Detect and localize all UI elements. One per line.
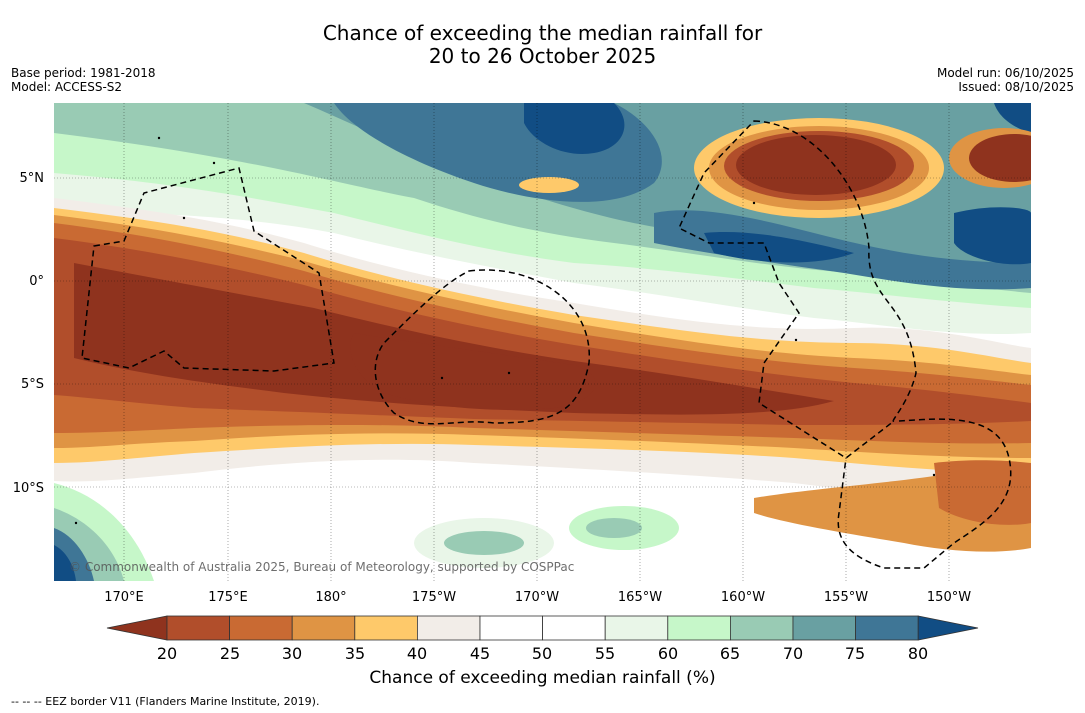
island-speck [182,216,186,220]
colorbar-tick-75: 75 [844,644,866,663]
island-speck [440,376,444,380]
colorbar-arrow-high [917,615,979,641]
lat-label-10s: 10°S [12,481,44,496]
island-speck [507,371,511,375]
colorbar-tick-20: 20 [156,644,178,663]
lon-label-175w: 175°W [411,590,457,605]
colorbar-segment-25-30 [229,615,293,641]
island-speck [932,473,936,477]
colorbar-segment-35-40 [354,615,418,641]
contour-sw-navy [54,545,76,581]
colorbar-tick-80: 80 [907,644,929,663]
colorbar-tick-30: 30 [281,644,303,663]
contour-se-copper [934,460,1031,525]
map-copyright: © Commonwealth of Australia 2025, Bureau… [69,560,574,574]
lat-label-5n: 5°N [19,171,45,186]
contour-north-navy-1 [524,103,625,154]
colorbar-tick-55: 55 [594,644,616,663]
contour-north-navy-4 [994,103,1031,133]
contour-band-brown-core [350,333,596,410]
model-run: Model run: 06/10/2025 [936,66,1074,80]
meta-right: Model run: 06/10/2025 Issued: 08/10/2025 [937,66,1074,94]
colorbar-tick-70: 70 [782,644,804,663]
graticule [54,103,1031,581]
title-line-2: 20 to 26 October 2025 [428,44,657,68]
contour-band-brown [74,263,834,415]
contour-south-teal-2 [444,531,524,555]
eez-borders [81,120,1012,569]
colorbar-segment-65-70 [730,615,794,641]
base-period: Base period: 1981-2018 [11,66,156,80]
colorbar-segment-45-50 [479,615,543,641]
contour-east-edge-brown [969,134,1031,182]
colorbar-tick-40: 40 [406,644,428,663]
lat-label-0: 0° [29,274,44,289]
lon-label-160w: 160°W [720,590,766,605]
contour-north-steelblue-2 [654,210,1031,290]
islands [74,136,936,525]
colorbar-tick-65: 65 [719,644,741,663]
lon-label-170e: 170°E [104,590,144,605]
colorbar [106,615,979,641]
colorbar-segment-55-60 [604,615,669,641]
colorbar-segment-50-55 [542,615,606,641]
colorbar-tick-45: 45 [469,644,491,663]
colorbar-label: Chance of exceeding median rainfall (%) [369,668,716,688]
eez-border-south-east [837,418,1012,569]
eez-border-line-islands [678,120,917,459]
colorbar-segment-60-65 [667,615,731,641]
lat-label-5s: 5°S [20,377,44,392]
contour-north-navy-2 [704,232,854,263]
colorbar-segment-30-35 [291,615,356,641]
colorbar-tick-25: 25 [219,644,241,663]
meta-left: Base period: 1981-2018 Model: ACCESS-S2 [11,66,156,94]
lon-label-175e: 175°E [208,590,248,605]
issued-date: Issued: 08/10/2025 [958,80,1074,94]
island-speck [74,521,78,525]
contour-north-lightbrown-patch [519,177,579,193]
colorbar-tick-60: 60 [657,644,679,663]
lon-label-165w: 165°W [617,590,663,605]
eez-footnote: -- -- -- EEZ border V11 (Flanders Marine… [11,695,320,708]
colorbar-tick-50: 50 [531,644,553,663]
colorbar-segment-20-25 [166,615,230,641]
eez-border-kiribati-gilbert [81,167,335,372]
colorbar-tick-35: 35 [344,644,366,663]
colorbar-segment-70-75 [792,615,856,641]
title-line-1: Chance of exceeding the median rainfall … [322,21,763,45]
map-svg: © Commonwealth of Australia 2025, Bureau… [54,103,1031,581]
island-speck [157,136,161,140]
eez-border-tuvalu-phoenix [374,269,590,425]
chart-title: Chance of exceeding the median rainfall … [0,22,1085,68]
lon-label-180: 180° [315,590,347,605]
contour-south-seagreen-1 [586,518,642,538]
model-name: Model: ACCESS-S2 [11,80,123,94]
contour-ne-brown [736,135,896,195]
rainfall-map: © Commonwealth of Australia 2025, Bureau… [54,103,1031,581]
lon-label-150w: 150°W [926,590,972,605]
colorbar-segment-75-80 [855,615,919,641]
colorbar-arrow-low [106,615,168,641]
lon-label-155w: 155°W [823,590,869,605]
island-speck [212,161,216,165]
colorbar-segment-40-45 [416,615,481,641]
lon-label-170w: 170°W [514,590,560,605]
island-speck [752,201,756,205]
contour-north-navy-3 [954,207,1031,265]
island-speck [794,338,798,342]
